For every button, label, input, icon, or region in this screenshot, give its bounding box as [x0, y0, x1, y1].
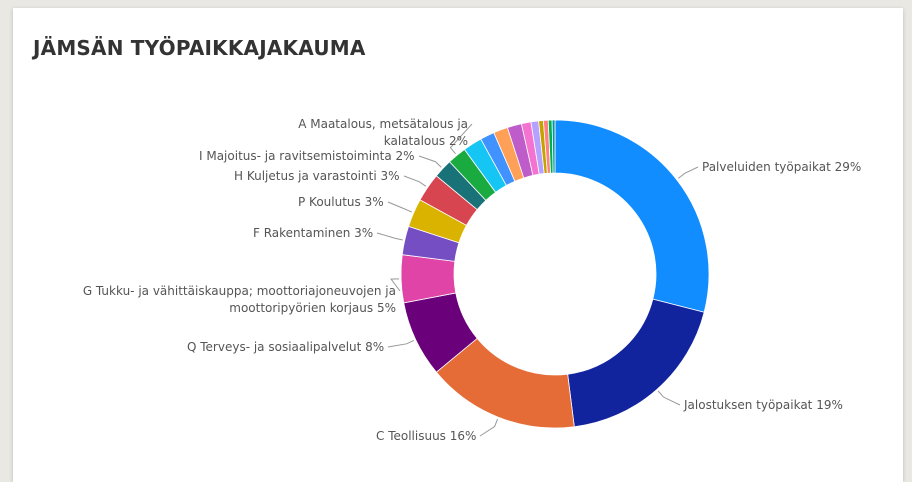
card: JÄMSÄN TYÖPAIKKAJAKAUMA Palveluiden työp… [13, 8, 903, 482]
leader-line [403, 175, 427, 187]
leader-line [657, 390, 681, 406]
category-label: A Maatalous, metsätalous ja kalatalous [298, 116, 468, 148]
category-label: C Teollisuus [376, 428, 446, 443]
chart-title: JÄMSÄN TYÖPAIKKAJAKAUMA [33, 36, 366, 60]
value-label: 19% [816, 397, 843, 412]
slice-label: A Maatalous, metsätalous ja kalatalous 2… [248, 116, 468, 150]
category-label: F Rakentaminen [253, 225, 351, 240]
leader-line [418, 155, 442, 168]
leader-line [387, 339, 415, 348]
slice-label: Jalostuksen työpaikat 19% [684, 397, 843, 414]
slice-label: G Tukku- ja vähittäiskauppa; moottoriajo… [66, 283, 396, 317]
leader-line [449, 123, 473, 155]
value-label: 8% [365, 339, 385, 354]
slice-label: Palveluiden työpaikat 29% [702, 159, 861, 176]
value-label: 2% [395, 148, 415, 163]
slice-label: P Koulutus 3% [298, 194, 384, 211]
slice-label: H Kuljetus ja varastointi 3% [234, 168, 400, 185]
leader-line [677, 166, 699, 179]
value-label: 3% [354, 225, 374, 240]
category-label: Palveluiden työpaikat [702, 159, 831, 174]
category-label: Q Terveys- ja sosiaalipalvelut [187, 339, 362, 354]
category-label: H Kuljetus ja varastointi [234, 168, 377, 183]
value-label: 16% [449, 428, 477, 443]
category-label: P Koulutus [298, 194, 361, 209]
value-label: 3% [364, 194, 384, 209]
value-label: 3% [380, 168, 400, 183]
leader-line [390, 278, 401, 292]
chart [376, 119, 710, 437]
category-label: Jalostuksen työpaikat [684, 397, 813, 412]
slice-label: F Rakentaminen 3% [253, 225, 373, 242]
donut-slice [554, 119, 710, 313]
value-label: 5% [376, 300, 396, 315]
category-label: I Majoitus- ja ravitsemistoiminta [199, 148, 392, 163]
slice-label: Q Terveys- ja sosiaalipalvelut 8% [187, 339, 384, 356]
donut-slice [551, 119, 556, 174]
leader-line [387, 201, 413, 213]
slice-label: I Majoitus- ja ravitsemistoiminta 2% [199, 148, 415, 165]
leader-line [479, 418, 499, 437]
value-label: 2% [448, 133, 468, 148]
slice-label: C Teollisuus 16% [376, 428, 476, 445]
value-label: 29% [834, 159, 862, 174]
leader-line [376, 232, 403, 241]
category-label: G Tukku- ja vähittäiskauppa; moottoriajo… [82, 283, 396, 315]
